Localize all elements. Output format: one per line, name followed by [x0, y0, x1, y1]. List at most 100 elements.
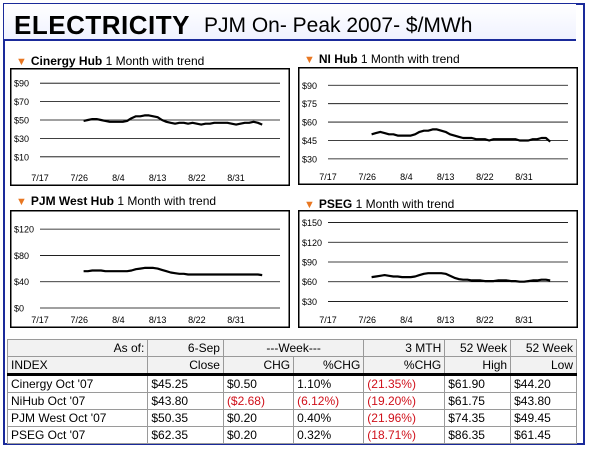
three-month-label: 3 MTH [363, 339, 446, 357]
x-tick-label: 7/17 [319, 172, 337, 182]
pseg-chart: $150 $120 $90 $60 $30 7/17 7/26 8/4 8/13 8/22 8/31 [298, 210, 578, 328]
x-tick-label: 8/31 [227, 173, 245, 183]
row-three-month: (21.35%) [363, 374, 446, 393]
chart-svg: $90 $75 $60 $45 $307/17 7/26 8/4 8/13 8/22 8/31 [298, 67, 578, 185]
asof-date: 6-Sep [147, 339, 224, 357]
table-row: PSEG Oct '07 $62.35 $0.20 0.32% (18.71%)… [6, 426, 577, 444]
x-tick-label: 8/4 [400, 315, 413, 325]
row-pchg: 1.10% [293, 374, 365, 393]
row-pchg: 0.40% [293, 409, 365, 427]
chart-hub-name: PJM West Hub [30, 194, 115, 208]
table-header-row-2: INDEX Close CHG %CHG %CHG High Low [6, 356, 577, 376]
table-row: PJM West Oct '07 $50.35 $0.20 0.40% (21.… [6, 409, 577, 427]
pjm-west-hub-chart: $120 $80 $40 $0 7/17 7/26 8/4 8/13 8/22 8/31 [10, 210, 290, 328]
triangle-down-icon: ▼ [16, 56, 27, 68]
column-index: INDEX [6, 356, 149, 376]
triangle-down-icon: ▼ [16, 196, 27, 208]
y-tick-label: $90 [14, 79, 29, 89]
y-tick-label: $60 [302, 118, 317, 128]
x-tick-label: 8/31 [515, 315, 533, 325]
row-index: NiHub Oct '07 [6, 392, 149, 410]
y-tick-label: $75 [302, 99, 317, 109]
chart-border [10, 68, 290, 186]
row-three-month: (21.96%) [363, 409, 446, 427]
chart-svg: $90 $70 $50 $30 $10 7/17 7/26 8/4 8/13 8/22 8/31 [10, 68, 290, 186]
row-chg: $0.50 [222, 374, 295, 393]
price-summary-table: As of: 6-Sep ---Week--- 3 MTH 52 Week 52… [6, 339, 577, 444]
x-tick-label: 8/13 [437, 315, 455, 325]
y-tick-label: $60 [302, 277, 317, 287]
x-tick-label: 7/26 [358, 172, 376, 182]
y-tick-label: $50 [14, 116, 29, 126]
x-tick-label: 8/22 [476, 172, 494, 182]
table-row: NiHub Oct '07 $43.80 ($2.68) (6.12%) (19… [6, 392, 577, 410]
price-trend-line [371, 272, 551, 283]
x-tick-label: 8/22 [188, 315, 206, 325]
row-high: $61.90 [444, 374, 512, 393]
row-index: Cinergy Oct '07 [6, 374, 149, 393]
week52-low-label: 52 Week [510, 339, 577, 357]
x-tick-label: 8/4 [112, 173, 125, 183]
y-tick-label: $40 [14, 277, 29, 287]
x-tick-label: 8/4 [112, 315, 125, 325]
chart-border [298, 67, 578, 185]
y-tick-label: $80 [14, 251, 29, 261]
row-index: PJM West Oct '07 [6, 409, 149, 427]
x-tick-label: 8/4 [400, 172, 413, 182]
x-tick-label: 8/31 [515, 172, 533, 182]
row-close: $45.25 [147, 374, 224, 393]
chart-heading-cinergy: ▼ Cinergy Hub 1 Month with trend [16, 54, 204, 68]
row-high: $61.75 [444, 392, 512, 410]
week52-high-label: 52 Week [444, 339, 512, 357]
row-low: $43.80 [510, 392, 577, 410]
table-row: Cinergy Oct '07 $45.25 $0.50 1.10% (21.3… [6, 374, 577, 393]
y-tick-label: $30 [302, 154, 317, 164]
x-tick-label: 7/26 [70, 173, 88, 183]
chart-border [298, 210, 578, 328]
y-tick-label: $120 [302, 238, 322, 248]
ni-hub-chart: $90 $75 $60 $45 $30 7/17 7/26 8/4 8/13 8/22 8/31 [298, 67, 578, 185]
x-tick-label: 7/26 [70, 315, 88, 325]
row-low: $49.45 [510, 409, 577, 427]
x-tick-label: 7/17 [31, 315, 49, 325]
y-tick-label: $90 [302, 81, 317, 91]
x-tick-label: 8/13 [437, 172, 455, 182]
row-three-month: (18.71%) [363, 426, 446, 444]
y-tick-label: $150 [302, 218, 322, 228]
x-tick-label: 8/22 [476, 315, 494, 325]
y-tick-label: $90 [302, 258, 317, 268]
price-trend-line [83, 266, 263, 277]
cinergy-hub-chart: $90 $70 $50 $30 $10 7/17 7/26 8/4 8/13 8/22 8/31 [10, 68, 290, 186]
row-low: $44.20 [510, 374, 577, 393]
row-close: $50.35 [147, 409, 224, 427]
row-three-month: (19.20%) [363, 392, 446, 410]
chart-heading-nihub: ▼ NI Hub 1 Month with trend [304, 52, 460, 66]
price-trend-line [83, 114, 263, 126]
y-tick-label: $70 [14, 97, 29, 107]
row-chg: ($2.68) [222, 392, 295, 410]
row-low: $61.45 [510, 426, 577, 444]
y-tick-label: $10 [14, 152, 29, 162]
row-pchg: (6.12%) [293, 392, 365, 410]
chart-hub-name: NI Hub [318, 52, 358, 66]
column-close: Close [147, 356, 224, 376]
chart-hub-name: PSEG [318, 197, 353, 211]
x-tick-label: 8/31 [227, 315, 245, 325]
column-low: Low [510, 356, 577, 376]
page-subtitle: PJM On- Peak 2007- $/MWh [204, 14, 473, 37]
column-chg: CHG [222, 356, 295, 376]
chart-svg: $150 $120 $90 $60 $307/17 7/26 8/4 8/13 8/22 8/31 [298, 210, 578, 328]
row-index: PSEG Oct '07 [6, 426, 149, 444]
x-tick-label: 8/13 [149, 315, 167, 325]
chart-heading-pseg: ▼ PSEG 1 Month with trend [304, 197, 454, 211]
row-chg: $0.20 [222, 426, 295, 444]
row-high: $86.35 [444, 426, 512, 444]
row-close: $62.35 [147, 426, 224, 444]
chart-caption: 1 Month with trend [355, 197, 455, 211]
x-tick-label: 7/17 [319, 315, 337, 325]
column-pchg: %CHG [293, 356, 365, 376]
chart-svg: $120 $80 $40 $0 7/17 7/26 8/4 8/13 8/22 8/31 [10, 210, 290, 328]
triangle-down-icon: ▼ [304, 199, 315, 211]
chart-heading-pjmwest: ▼ PJM West Hub 1 Month with trend [16, 194, 216, 208]
triangle-down-icon: ▼ [304, 54, 315, 66]
